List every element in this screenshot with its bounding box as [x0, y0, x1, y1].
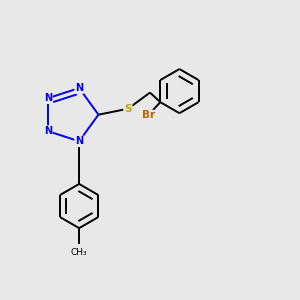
- Text: N: N: [75, 83, 83, 93]
- Text: N: N: [75, 136, 83, 146]
- Text: N: N: [44, 126, 52, 136]
- Text: CH₃: CH₃: [71, 248, 88, 257]
- Text: Br: Br: [142, 110, 155, 120]
- Text: N: N: [44, 93, 52, 103]
- Text: S: S: [124, 104, 132, 114]
